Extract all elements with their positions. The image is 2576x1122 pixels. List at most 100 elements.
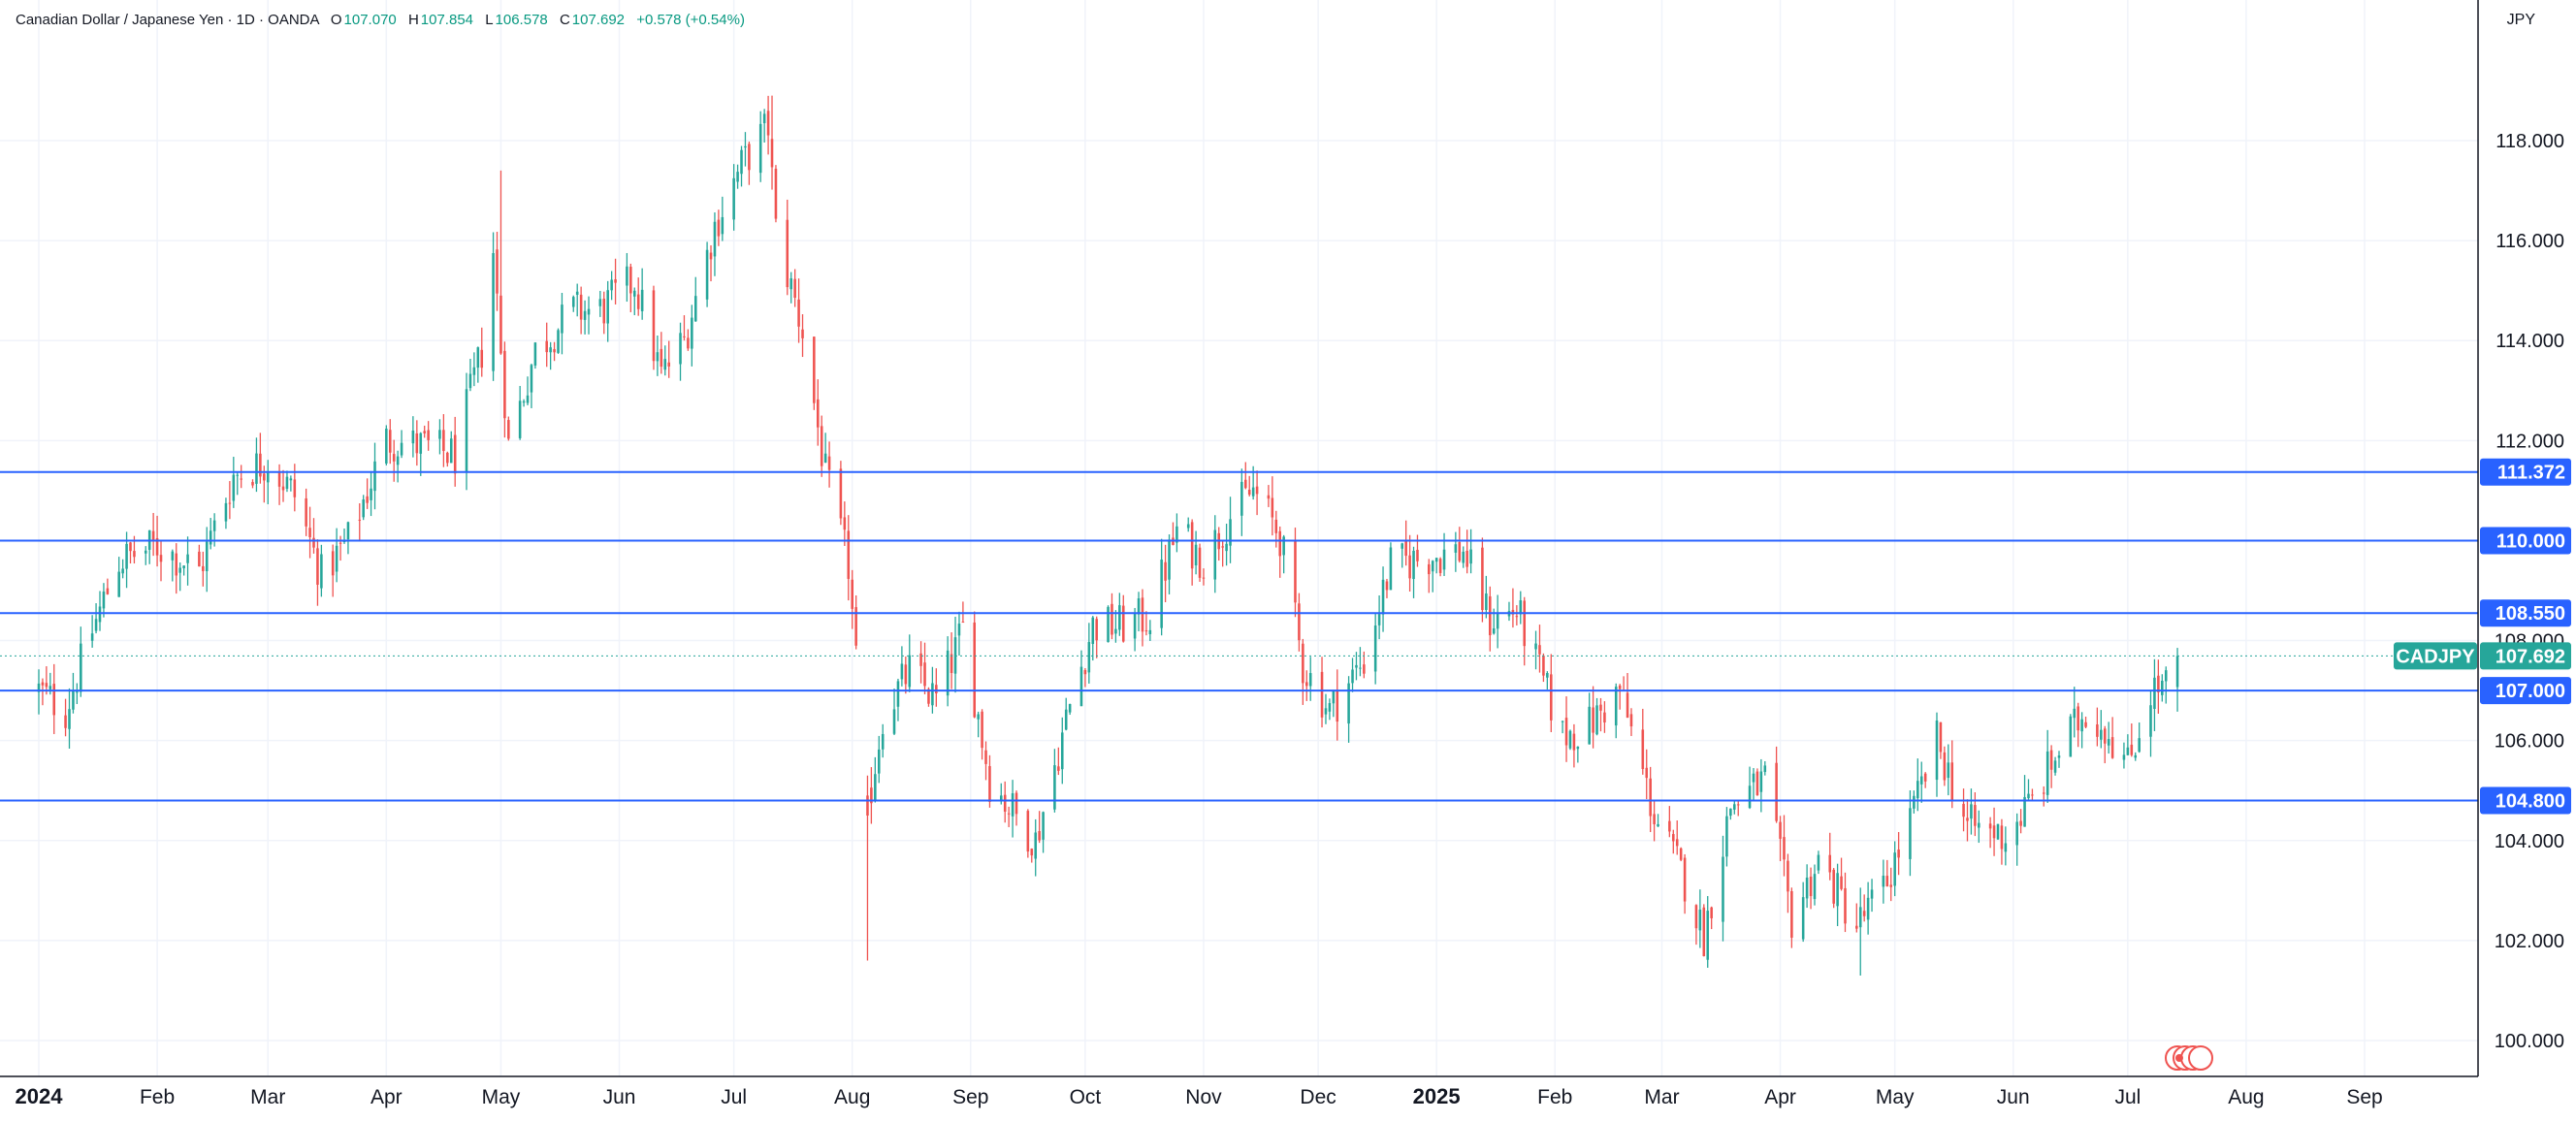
candle-body [1702,907,1706,956]
candle-body [1431,561,1434,572]
candle-body [957,624,961,636]
candle-body [1385,581,1389,591]
candle-body [667,362,670,367]
candle-body [988,766,991,802]
candle-body [1095,619,1098,641]
candle-body [770,139,774,168]
candle-body [373,461,376,492]
candle-body [1858,907,1862,928]
candle-body [816,399,820,428]
candle-body [423,431,426,433]
candle-body [762,113,766,124]
horizontal-levels[interactable] [0,470,2478,802]
candle-body [999,795,1003,801]
candle-body [1282,536,1285,556]
candle-body [2138,738,2141,753]
candle-body [598,299,602,306]
price-unit-label[interactable]: JPY [2506,12,2535,28]
candle-body [1595,705,1598,735]
candle-body [1469,549,1472,564]
candle-body [636,294,640,309]
candle-body [228,502,232,504]
candle-body [919,653,922,666]
candle-body [1897,850,1900,858]
candle-body [209,530,212,545]
price-axis[interactable]: 100.000102.000104.000106.000108.000110.0… [2495,131,2564,1052]
candle-body [94,619,98,631]
candle-body [80,643,82,692]
candle-body [1832,869,1835,904]
candle-body [950,654,953,673]
candle-body [236,474,240,476]
candle-body [212,520,216,531]
candle-body [2107,739,2110,746]
candle-body [1813,874,1817,900]
candle-body [1614,687,1618,726]
open-value: 107.070 [343,12,397,28]
symbol-legend[interactable]: Canadian Dollar / Japanese Yen · 1D · OA… [16,12,745,28]
change-value: +0.578 (+0.54%) [636,12,745,28]
candle-body [813,337,816,403]
candle-body [1278,530,1282,557]
candle-body [1079,666,1083,707]
candle-body [45,683,48,688]
candle-body [1675,839,1679,847]
candle-body [614,279,617,283]
price-tick-label: 100.000 [2495,1031,2564,1052]
candle-body [1618,685,1622,689]
candle-body [1722,856,1724,922]
time-axis[interactable]: 2024 Feb Mar Apr May Jun Jul Aug Sep Oct Nov Dec 202… [16,1084,2383,1108]
candle-body [1801,897,1805,940]
high-label: H [407,12,419,28]
candle-body [1137,598,1141,615]
candle-body [411,430,415,444]
candle-body [847,530,851,579]
candle-body [427,430,430,440]
candle-body [1416,549,1419,561]
grid-lines [0,0,2478,1076]
candle-body [259,453,262,477]
candle-body [1752,773,1755,783]
events-icon[interactable] [2165,1045,2213,1071]
candle-body [198,551,201,567]
candle-body [656,352,660,362]
candle-body [1091,617,1095,644]
symbol-name[interactable]: Canadian Dollar / Japanese Yen · 1D · OA… [16,12,319,28]
candle-body [1014,792,1018,815]
candle-body [2149,705,2152,737]
candle-body [1271,497,1274,518]
candle-body [774,168,778,219]
candle-body [1221,546,1224,548]
candle-body [1412,550,1415,580]
candle-body [693,296,697,322]
candle-body [1190,522,1194,569]
candle-body [1068,703,1072,713]
candle-body [1919,776,1923,785]
candle-body [202,565,205,571]
candle-body [305,497,307,527]
candle-body [1939,721,1943,753]
candle-body [342,541,346,543]
level-price-badge [2480,786,2571,815]
candle-body [1087,642,1091,673]
candle-body [2122,754,2126,760]
candle-body [839,468,843,519]
candle-body [52,684,56,716]
candle-body [571,297,575,307]
time-tick-label: Apr [370,1086,402,1108]
candle-body [240,478,242,480]
candle-body [518,401,522,438]
candle-body [68,709,71,729]
candle-body [1909,808,1912,859]
candle-body [1057,766,1060,771]
candle-body [76,691,79,693]
candle-body [251,482,254,486]
candle-body [1599,704,1602,711]
candle-body [472,367,476,375]
candle-body [308,528,311,537]
time-tick-label: Mar [1644,1086,1679,1108]
time-tick-label: Sep [952,1086,988,1108]
candle-body [453,434,457,474]
candle-body [415,433,419,454]
